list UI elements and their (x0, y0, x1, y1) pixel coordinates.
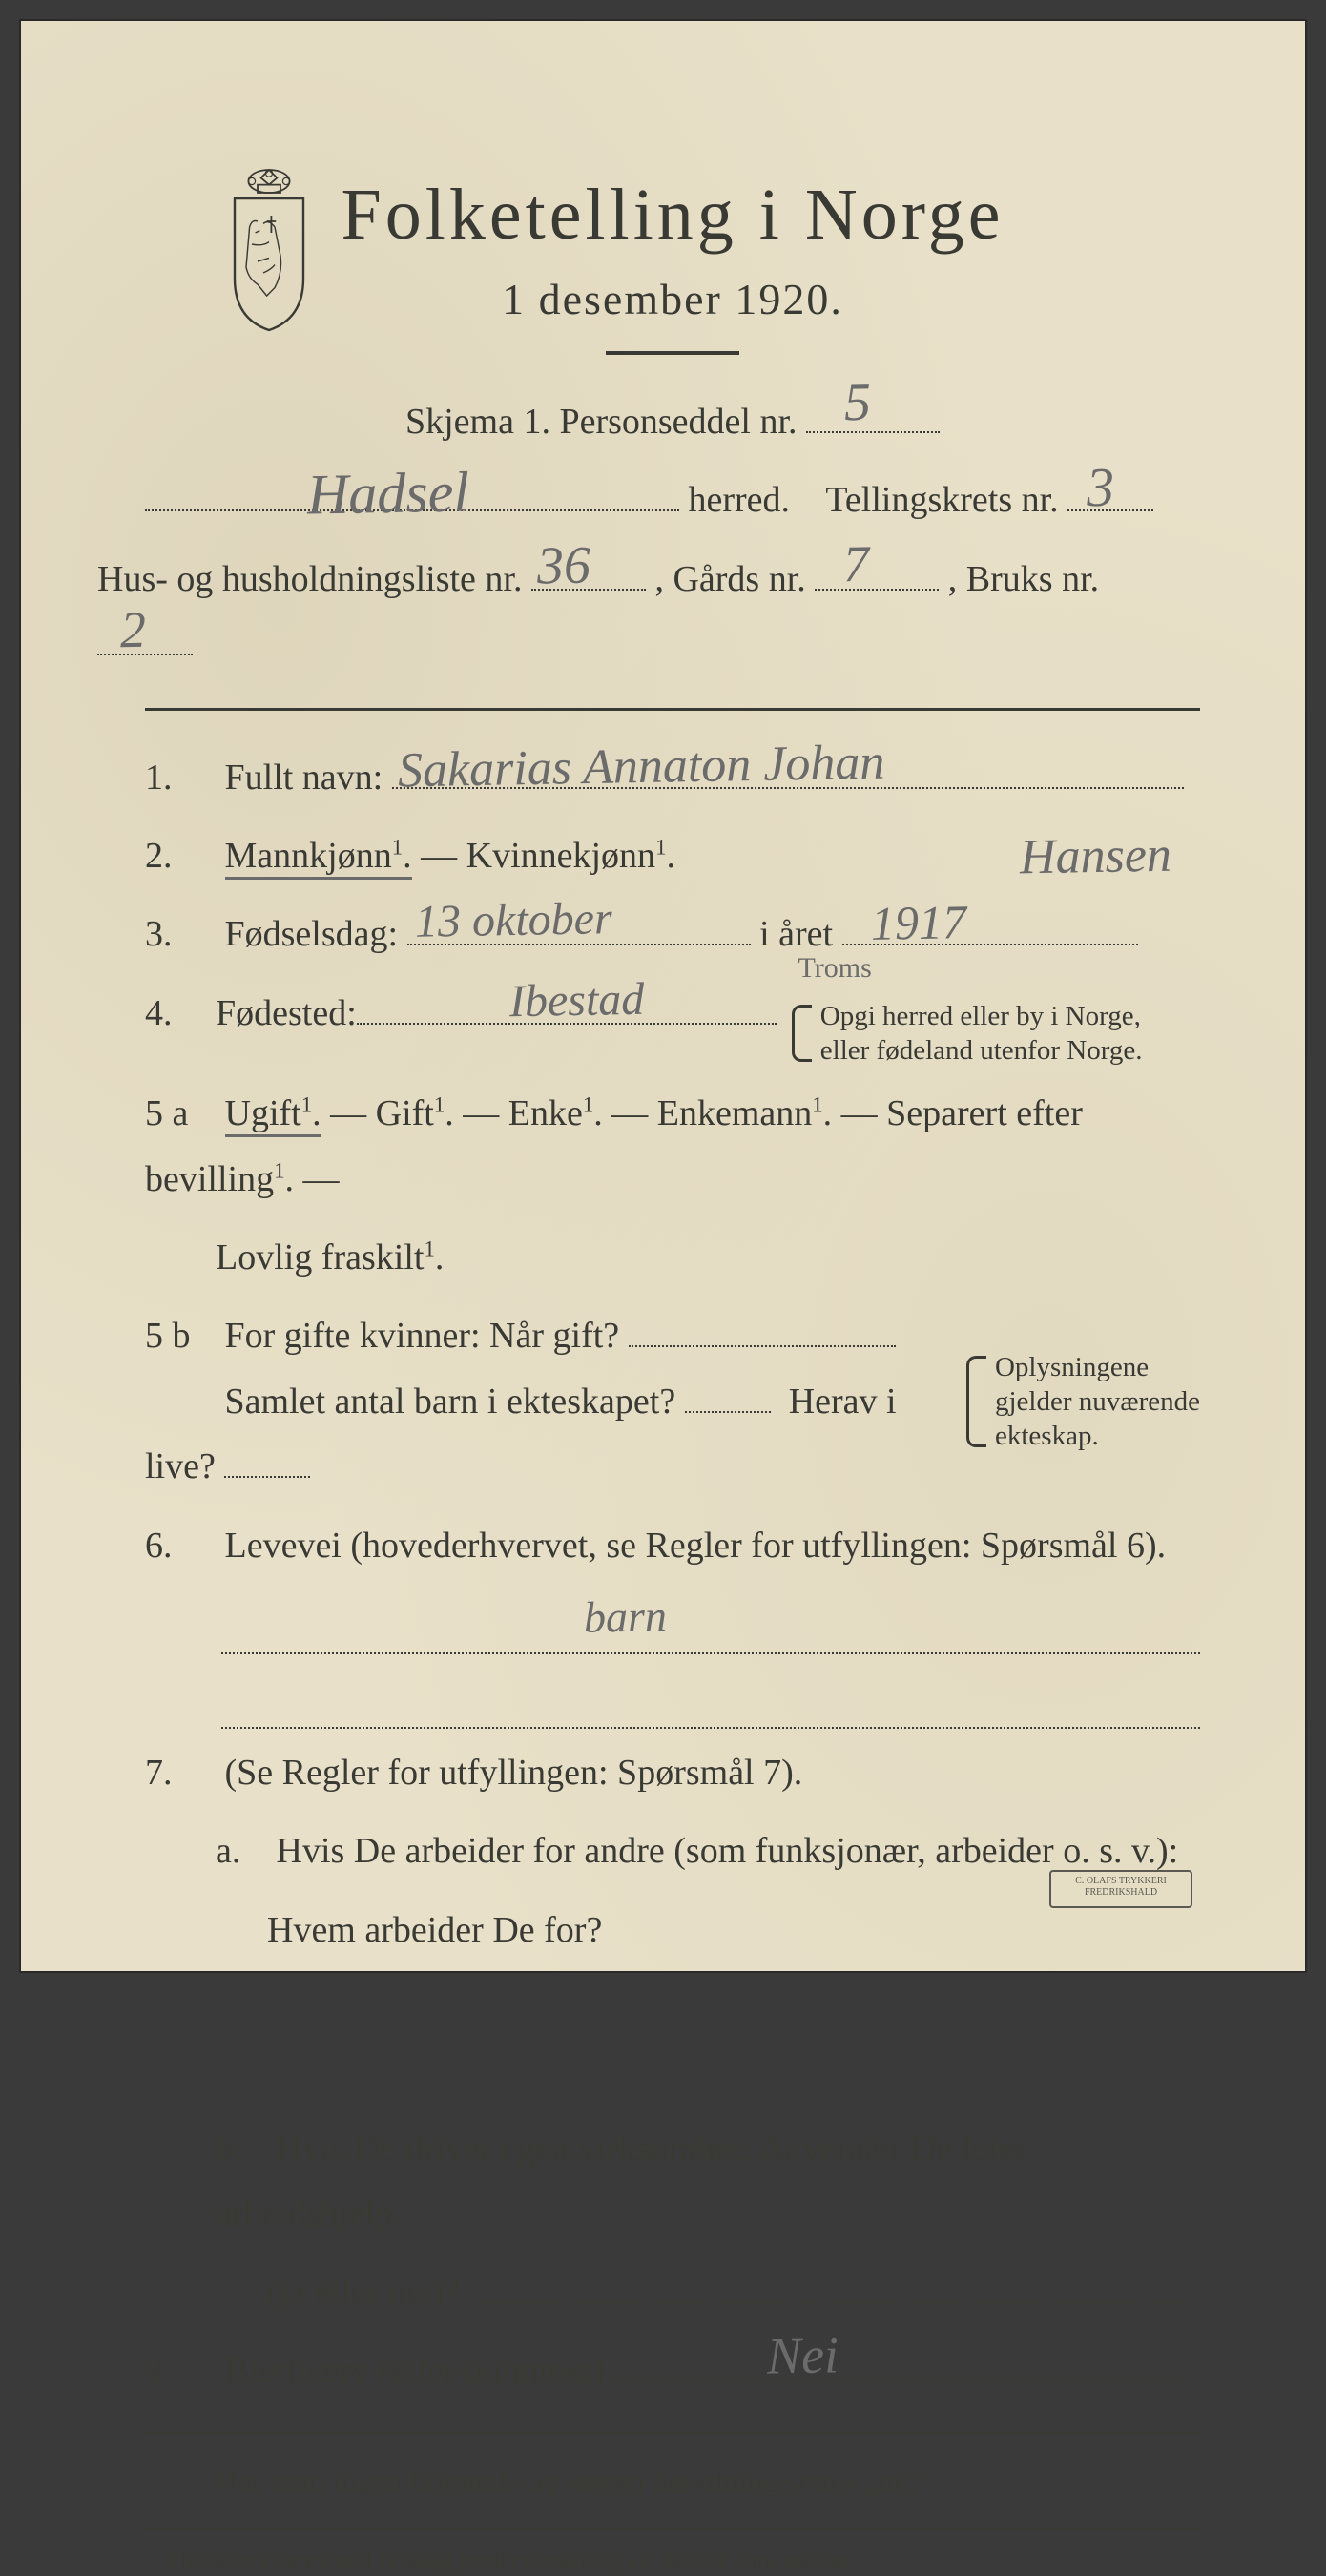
q7a-num: a. (216, 1818, 267, 1883)
krets-value: 3 (1086, 438, 1115, 538)
q5a-ugift: Ugift1. (225, 1093, 321, 1137)
footer-note: Har man ingen biinntekt av nogen betydni… (145, 2455, 1200, 2511)
q5a-line: 5 a Ugift1. — Gift1. — Enke1. — Enkemann… (145, 1081, 1200, 1212)
q5b-num: 5 b (145, 1303, 216, 1368)
q4-note: Opgi herred eller by i Norge, eller føde… (792, 999, 1143, 1069)
q7a-text2: Hvem arbeider De for? (267, 1910, 602, 1950)
q5a-lovlig: Lovlig fraskilt1. (216, 1237, 444, 1278)
schema-line: Skjema 1. Personseddel nr. 5 (145, 389, 1200, 454)
hus-value: 36 (536, 518, 591, 615)
q5a-line2: Lovlig fraskilt1. (145, 1225, 1200, 1290)
q2-mann: Mannkjønn1. (225, 836, 412, 880)
herred-value: Hadsel (306, 440, 470, 546)
q7-num: 7. (145, 1740, 216, 1805)
footnote: 1 Her kan svares ved tydelig understrekn… (145, 2540, 1200, 2575)
q6-value: barn (584, 1590, 668, 1643)
hus-label: Hus- og husholdningsliste nr. (97, 559, 522, 599)
q7b-line1: b. Hvis De driver egen virksomhet: Anven… (145, 2116, 1200, 2247)
q5b-note: Oplysningene gjelder nuværende ekteskap. (966, 1350, 1200, 1454)
q6-num: 6. (145, 1513, 216, 1578)
q2-kvinne: Kvinnekjønn1. (466, 836, 675, 876)
q5a-enkemann: Enkemann1. (657, 1093, 832, 1133)
q4-note-value: Troms (798, 943, 872, 994)
q3-num: 3. (145, 902, 216, 966)
q2-line: 2. Mannkjønn1. — Kvinnekjønn1. Hansen (145, 823, 1200, 888)
gards-value: 7 (842, 518, 870, 612)
q6-line: 6. Levevei (hovederhvervet, se Regler fo… (145, 1513, 1200, 1578)
q4-value: Ibestad (508, 959, 645, 1044)
q5a-enke: Enke1. (508, 1093, 603, 1133)
hus-line: Hus- og husholdningsliste nr. 36 , Gårds… (97, 547, 1200, 677)
gards-label: , Gårds nr. (654, 559, 805, 599)
q6-answer-line2 (221, 1666, 1200, 1729)
q5a-gift: Gift1. (376, 1093, 454, 1133)
q8-value: Nei (766, 2309, 839, 2402)
q7a-line2: Hvem arbeider De for? (145, 1898, 1200, 2028)
q7-label: (Se Regler for utfyllingen: Spørsmål 7). (225, 1753, 803, 1793)
q1-label: Fullt navn: (225, 758, 383, 798)
q5a-num: 5 a (145, 1081, 216, 1146)
divider (145, 708, 1200, 711)
q6-answer-line1: barn (221, 1591, 1200, 1654)
norwegian-coat-of-arms-icon (212, 164, 326, 336)
q7b-num: b. (216, 2116, 267, 2181)
q4-num: 4. (145, 981, 216, 1046)
q4-label: Fødested: (216, 981, 357, 1046)
q3-day-value: 13 oktober (414, 878, 612, 964)
q8-label: Bierhverv (eller biinntekt) (225, 2351, 606, 2391)
q7a-line1: a. Hvis De arbeider for andre (som funks… (145, 1818, 1200, 1883)
title-rule (606, 351, 739, 355)
q7a-text1: Hvis De arbeider for andre (som funksjon… (277, 1831, 1179, 1871)
q5b-label1: For gifte kvinner: Når gift? (225, 1316, 620, 1356)
q4-line: 4. Fødested: Ibestad Troms Opgi herred e… (145, 981, 1200, 1069)
personseddel-nr-value: 5 (843, 355, 872, 451)
divider-thin2 (145, 2528, 1200, 2530)
q6-label: Levevei (hovederhvervet, se Regler for u… (225, 1526, 1167, 1566)
q1-num: 1. (145, 745, 216, 810)
q8-line: 8. Bierhverv (eller biinntekt) Nei (145, 2338, 1200, 2403)
q3-year-value: 1917 (870, 879, 967, 966)
q7b-text1: Hvis De driver egen virksomhet: Anvender… (216, 2129, 1025, 2233)
divider-thin (145, 2432, 1200, 2434)
q1-value2: Hansen (1019, 811, 1171, 903)
q1-value: Sakarias Annaton Johan (397, 718, 885, 816)
q7a-answer-line (267, 2042, 1200, 2105)
q3-label: Fødselsdag: (225, 914, 399, 954)
herred-line: Hadsel herred. Tellingskrets nr. 3 (145, 467, 1200, 532)
bruks-label: , Bruks nr. (948, 559, 1099, 599)
q2-num: 2. (145, 823, 216, 888)
krets-label: Tellingskrets nr. (825, 480, 1058, 520)
herred-label: herred. (689, 480, 791, 520)
census-form-page: Folketelling i Norge 1 desember 1920. Sk… (19, 19, 1307, 1973)
q5b-label2: Samlet antal barn i ekteskapet? (225, 1381, 676, 1422)
q1-line: 1. Fullt navn: Sakarias Annaton Johan (145, 745, 1200, 810)
q8-num: 8. (145, 2338, 216, 2403)
q7b-line2: (ja eller nei)? (145, 2259, 1200, 2324)
schema-label: Skjema 1. Personseddel nr. (405, 402, 798, 442)
q7b-text2: (ja eller nei)? (267, 2272, 461, 2312)
bruks-value: 2 (119, 583, 147, 676)
q3-line: 3. Fødselsdag: 13 oktober i året 1917 (145, 902, 1200, 966)
q5b-line: 5 b For gifte kvinner: Når gift? Samlet … (145, 1303, 1200, 1499)
printer-stamp: C. OLAFS TRYKKERI FREDRIKSHALD (1049, 1870, 1192, 1908)
q7-line: 7. (Se Regler for utfyllingen: Spørsmål … (145, 1740, 1200, 1805)
